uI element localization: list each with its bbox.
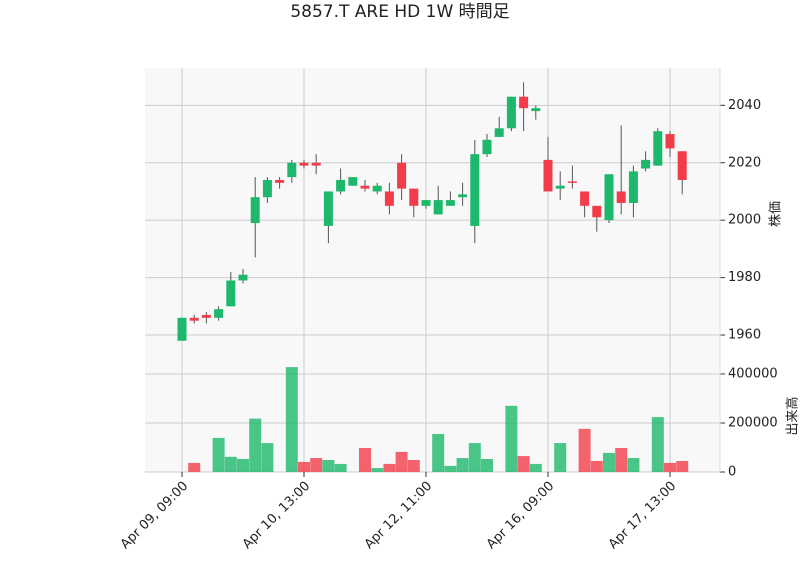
volume-bar <box>457 458 469 472</box>
volume-bar <box>322 460 334 472</box>
candle-body <box>226 280 235 306</box>
candle-body <box>519 97 528 108</box>
candle-body <box>373 186 382 192</box>
candle-body <box>495 128 504 137</box>
candle-body <box>348 177 357 186</box>
volume-bar <box>603 453 615 472</box>
candle-body <box>178 318 187 341</box>
volume-bar <box>664 463 676 472</box>
candle-body <box>275 180 284 183</box>
candle-body <box>214 309 223 318</box>
x-tick-label: Apr 09, 09:00 <box>118 479 191 552</box>
plot-background <box>145 68 720 472</box>
candle-body <box>531 108 540 111</box>
candle-body <box>568 181 577 182</box>
volume-bar <box>188 463 200 472</box>
volume-axis-label: 出来高 <box>785 396 800 435</box>
candle-body <box>312 163 321 166</box>
volume-bar <box>579 429 591 472</box>
candle-body <box>336 180 345 191</box>
volume-bar <box>469 443 481 472</box>
candle-body <box>556 186 565 189</box>
candle-body <box>361 186 370 189</box>
candle-body <box>580 191 589 205</box>
candle-body <box>470 154 479 226</box>
volume-bar <box>652 417 664 472</box>
candle-body <box>397 163 406 189</box>
volume-bar <box>530 464 542 472</box>
volume-bar <box>213 438 225 472</box>
candle-body <box>422 200 431 206</box>
volume-tick-label: 200000 <box>728 415 778 430</box>
candle-body <box>629 171 638 203</box>
volume-bar <box>432 434 444 472</box>
candle-body <box>458 194 467 197</box>
candle-body <box>239 275 248 281</box>
candle-body <box>617 191 626 202</box>
y-tick-label: 1960 <box>728 328 761 343</box>
volume-bar <box>286 367 298 472</box>
chart-title: 5857.T ARE HD 1W 時間足 <box>290 2 509 22</box>
candle-body <box>263 180 272 197</box>
volume-bar <box>371 468 383 472</box>
candle-body <box>434 200 443 214</box>
volume-tick-label: 400000 <box>728 366 778 381</box>
candle-body <box>507 97 516 129</box>
volume-bar <box>444 466 456 472</box>
candle-body <box>592 206 601 217</box>
x-tick-label: Apr 10, 13:00 <box>240 479 313 552</box>
volume-bar <box>505 406 517 472</box>
volume-bar <box>261 443 273 472</box>
candle-body <box>641 160 650 169</box>
y-tick-label: 2020 <box>728 155 761 170</box>
volume-bar <box>554 443 566 472</box>
volume-bar <box>627 458 639 472</box>
candle-body <box>544 160 553 192</box>
volume-bar <box>249 419 261 472</box>
y-axis-label: 株価 <box>769 201 784 227</box>
volume-bar <box>518 456 530 472</box>
volume-bar <box>676 461 688 472</box>
candle-body <box>385 191 394 205</box>
candle-body <box>251 197 260 223</box>
volume-bar <box>615 448 627 472</box>
volume-bar <box>335 464 347 472</box>
y-tick-label: 2000 <box>728 213 761 228</box>
volume-tick-label: 0 <box>728 465 736 480</box>
candle-body <box>446 200 455 206</box>
candle-body <box>287 163 296 177</box>
candle-body <box>678 151 687 180</box>
candle-body <box>409 189 418 206</box>
y-tick-label: 1980 <box>728 270 761 285</box>
candle-body <box>653 131 662 165</box>
volume-bar <box>310 458 322 472</box>
x-tick-label: Apr 17, 13:00 <box>606 479 679 552</box>
candle-body <box>202 315 211 318</box>
volume-bar <box>225 457 237 472</box>
candle-body <box>483 140 492 154</box>
candle-body <box>666 134 675 148</box>
x-tick-label: Apr 16, 09:00 <box>484 479 557 552</box>
candle-body <box>190 318 199 321</box>
volume-bar <box>591 461 603 472</box>
volume-bar <box>237 459 249 472</box>
candle-body <box>300 163 309 166</box>
volume-bar <box>408 460 420 472</box>
x-tick-label: Apr 12, 11:00 <box>362 479 435 552</box>
volume-bar <box>383 464 395 472</box>
volume-bar <box>298 462 310 472</box>
candle-body <box>605 174 614 220</box>
y-tick-label: 2040 <box>728 98 761 113</box>
volume-bar <box>396 452 408 472</box>
candle-body <box>324 191 333 225</box>
volume-bar <box>359 448 371 472</box>
volume-bar <box>481 459 493 472</box>
